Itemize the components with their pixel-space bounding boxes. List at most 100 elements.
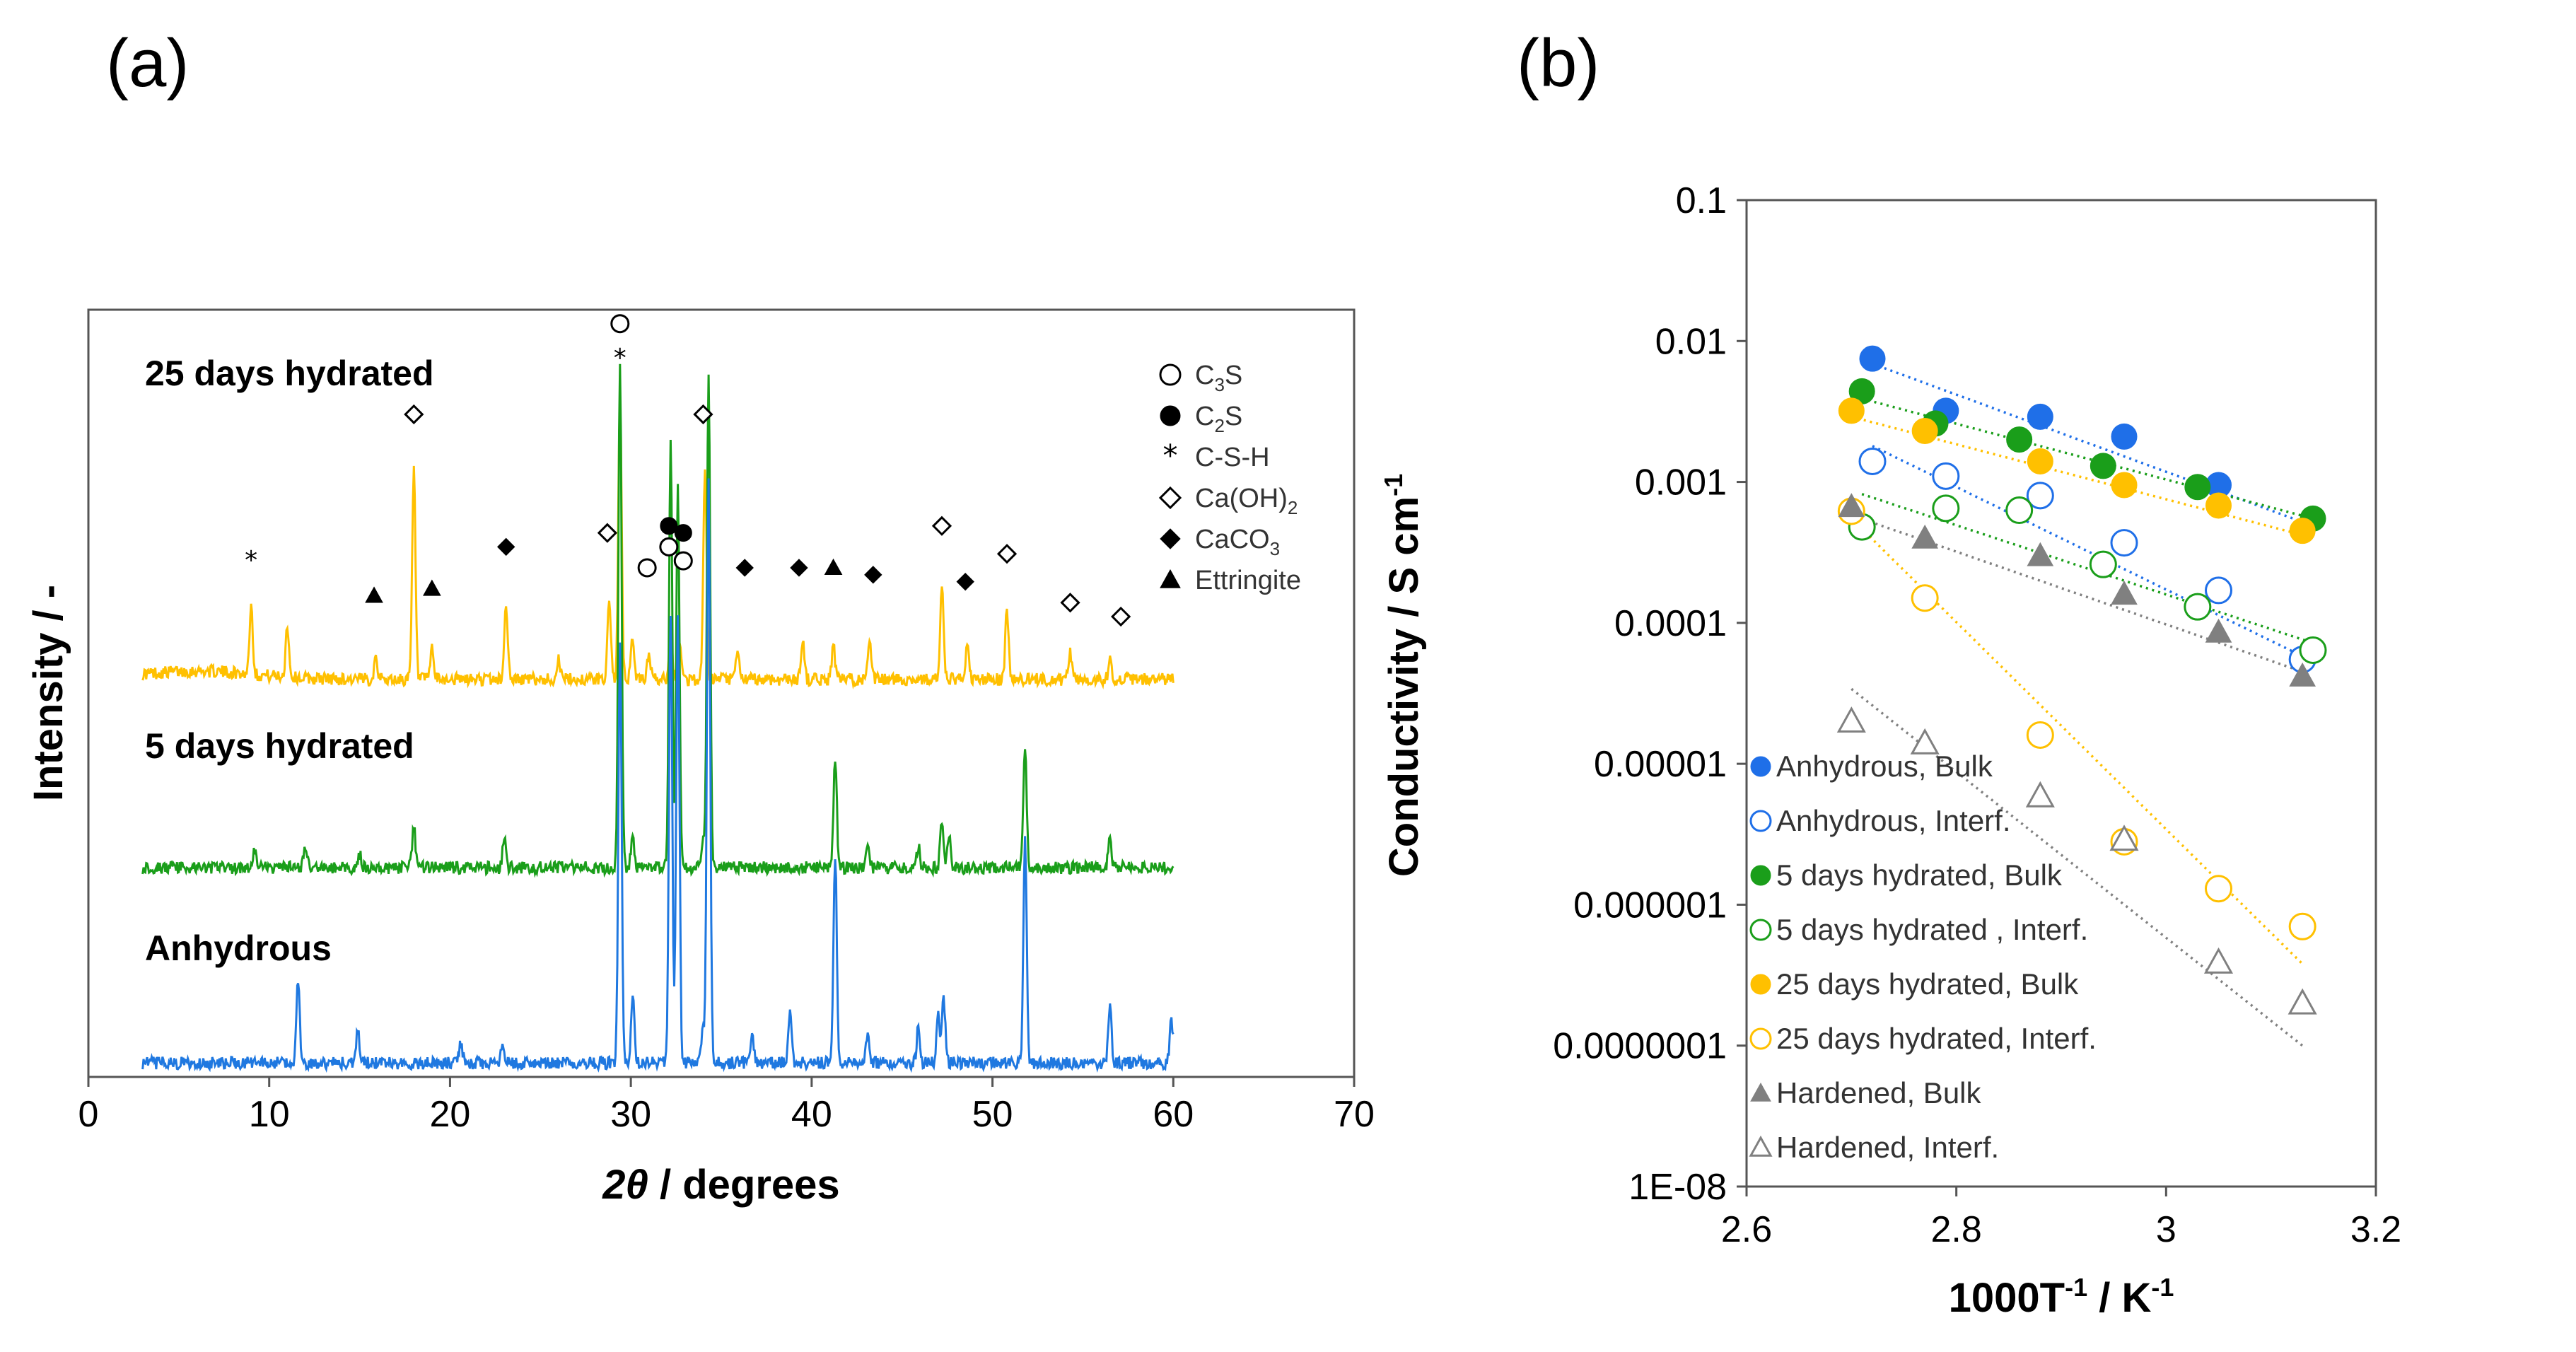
conductivity-axes bbox=[1745, 199, 2377, 1188]
y-tick-label: 0.0000001 bbox=[1553, 1026, 1727, 1067]
data-point-4 bbox=[1911, 417, 1938, 444]
data-point-7 bbox=[1836, 706, 1866, 733]
legend-label-tail: S bbox=[1225, 402, 1242, 431]
conductivity-plot-frame bbox=[1745, 199, 2377, 1188]
y-title-sup: -1 bbox=[1379, 474, 1408, 496]
xrd-chart: ** 0 10 20 30 40 50 60 70 25 days hydrated 5 da… bbox=[25, 308, 1375, 1208]
trace-label-25-days: 25 days hydrated bbox=[145, 354, 434, 393]
xrd-legend-label: C-S-H bbox=[1195, 443, 1270, 472]
y-tick-label: 0.001 bbox=[1635, 462, 1727, 503]
conductivity-legend-label: Hardened, Bulk bbox=[1776, 1076, 1982, 1109]
phase-marker-filled_diamond-16 bbox=[735, 559, 754, 577]
data-point-2 bbox=[2184, 474, 2211, 501]
phase-marker-open_diamond-12 bbox=[996, 544, 1018, 564]
x-title-mid: / K bbox=[2087, 1275, 2151, 1321]
y-tick-label: 0.0001 bbox=[1614, 603, 1727, 644]
phase-marker-open_circle-3 bbox=[673, 551, 693, 571]
y-tick-label: 0.000001 bbox=[1573, 885, 1727, 926]
xrd-legend-label: Ettringite bbox=[1195, 566, 1301, 595]
xrd-x-title-rest: / degrees bbox=[648, 1162, 840, 1208]
data-point-6 bbox=[2289, 662, 2316, 687]
legend-marker-0 bbox=[1750, 756, 1771, 777]
legend-label-sub: 3 bbox=[1270, 538, 1280, 559]
data-point-6 bbox=[1911, 524, 1939, 549]
data-point-7 bbox=[2287, 988, 2317, 1015]
legend-marker-filled_diamond bbox=[1160, 528, 1181, 549]
xrd-x-tick-label: 50 bbox=[972, 1094, 1013, 1135]
xrd-legend-label: Ca(OH)2 bbox=[1195, 484, 1298, 518]
phase-marker-filled_circle-6 bbox=[674, 524, 692, 542]
xrd-x-tick-label: 40 bbox=[791, 1094, 832, 1135]
legend-marker-open_circle bbox=[1159, 363, 1182, 386]
legend-label-main: C bbox=[1195, 361, 1214, 390]
phase-marker-open_circle-2 bbox=[659, 537, 679, 556]
y-tick-label: 0.01 bbox=[1655, 321, 1727, 362]
legend-marker-7 bbox=[1749, 1135, 1773, 1157]
legend-label-main: CaCO bbox=[1195, 525, 1270, 554]
data-point-1 bbox=[2205, 576, 2232, 605]
phase-marker-open_diamond-10 bbox=[597, 523, 618, 543]
data-point-6 bbox=[2205, 618, 2232, 643]
legend-marker-2 bbox=[1750, 865, 1771, 886]
legend-marker-1 bbox=[1749, 810, 1772, 832]
data-point-3 bbox=[2089, 550, 2117, 578]
data-point-1 bbox=[1932, 462, 1960, 490]
data-point-7 bbox=[2109, 824, 2139, 851]
xrd-trace-2 bbox=[141, 478, 1175, 1073]
phase-marker-filled_diamond-19 bbox=[956, 572, 974, 591]
xrd-x-tick-label: 70 bbox=[1334, 1094, 1375, 1135]
data-point-4 bbox=[1838, 397, 1865, 424]
trace-label-anhydrous: Anhydrous bbox=[145, 928, 332, 968]
legend-label-sub: 2 bbox=[1288, 497, 1298, 518]
xrd-traces bbox=[141, 363, 1175, 1073]
conductivity-legend-label: 25 days hydrated, Interf. bbox=[1776, 1022, 2097, 1055]
phase-marker-open_circle-4 bbox=[637, 558, 657, 578]
data-point-6 bbox=[1838, 493, 1865, 518]
conductivity-legend-label: 5 days hydrated, Bulk bbox=[1776, 858, 2063, 892]
y-title-main: Conductivity / S cm bbox=[1381, 496, 1427, 877]
phase-marker-filled_diamond-18 bbox=[864, 566, 882, 584]
conductivity-chart: 0.1 0.01 0.001 0.0001 0.00001 0.000001 0.00000… bbox=[1379, 180, 2401, 1321]
xrd-x-tick-label: 30 bbox=[610, 1094, 651, 1135]
y-tick-label: 0.1 bbox=[1676, 180, 1727, 221]
legend-marker-open_diamond bbox=[1158, 486, 1182, 510]
xrd-x-axis-title: 2θ / degrees bbox=[602, 1162, 839, 1208]
data-point-6 bbox=[2027, 542, 2054, 566]
data-point-7 bbox=[1910, 728, 1940, 754]
y-tick-label: 0.00001 bbox=[1594, 744, 1727, 785]
data-point-5 bbox=[2205, 875, 2232, 903]
fit-line-3 bbox=[1861, 493, 2314, 644]
phase-marker-filled_triangle-20 bbox=[365, 586, 383, 603]
data-point-4 bbox=[2111, 472, 2138, 499]
xrd-x-tick-label: 10 bbox=[249, 1094, 290, 1135]
data-point-1 bbox=[1858, 447, 1887, 475]
trace-label-5-days: 5 days hydrated bbox=[145, 726, 414, 766]
phase-marker-filled_triangle-21 bbox=[423, 579, 441, 596]
conductivity-legend-label: 5 days hydrated , Interf. bbox=[1776, 913, 2088, 946]
data-point-5 bbox=[1911, 584, 1939, 612]
xrd-plot-frame bbox=[87, 308, 1356, 1078]
legend-label-main: Ettringite bbox=[1195, 566, 1301, 595]
data-point-7 bbox=[2025, 781, 2055, 808]
data-point-0 bbox=[2111, 423, 2138, 450]
data-point-3 bbox=[2299, 636, 2327, 664]
x-tick-label: 2.6 bbox=[1721, 1209, 1772, 1250]
data-point-3 bbox=[1932, 494, 1960, 523]
xrd-x-tick-label: 0 bbox=[78, 1094, 99, 1135]
data-point-3 bbox=[2184, 593, 2212, 621]
data-point-0 bbox=[2027, 403, 2053, 430]
phase-marker-open_diamond-8 bbox=[404, 404, 424, 425]
xrd-y-axis-title: Intensity / - bbox=[25, 585, 71, 801]
conductivity-legend: Anhydrous, Bulk Anhydrous, Interf. 5 days … bbox=[1749, 750, 2097, 1164]
xrd-legend-label: C3S bbox=[1195, 361, 1242, 395]
xrd-x-tick-label: 20 bbox=[430, 1094, 471, 1135]
panel-b-label: (b) bbox=[1517, 25, 1599, 101]
xrd-trace-1 bbox=[141, 363, 1175, 878]
conductivity-y-axis-title: Conductivity / S cm-1 bbox=[1379, 474, 1427, 877]
x-title-sup2: -1 bbox=[2151, 1273, 2174, 1302]
data-point-4 bbox=[2289, 518, 2316, 544]
data-point-4 bbox=[2205, 492, 2232, 519]
phase-marker-open_circle-0 bbox=[610, 314, 630, 334]
